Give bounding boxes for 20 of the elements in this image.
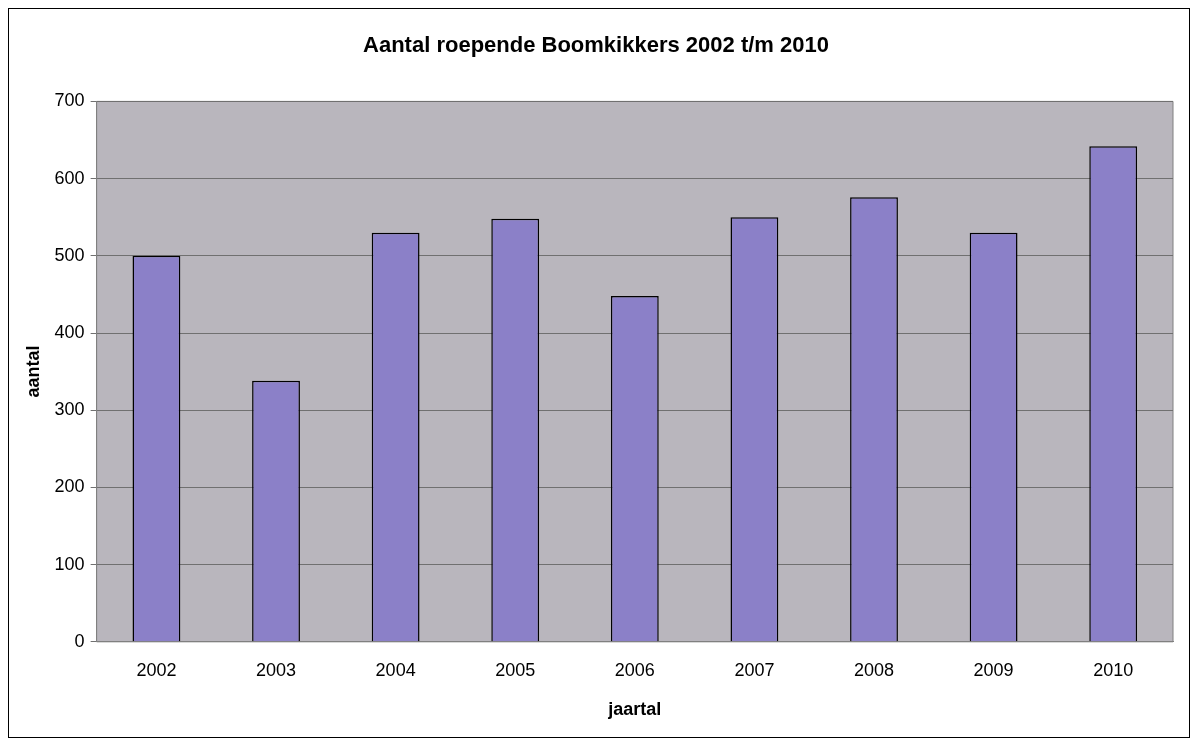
- y-axis-title: aantal: [22, 345, 43, 398]
- x-tick-label: 2004: [375, 659, 416, 680]
- y-tick-label: 200: [54, 476, 85, 497]
- y-tick-label: 700: [54, 90, 85, 111]
- x-tick-label: 2008: [853, 659, 895, 680]
- x-tick-label: 2006: [614, 659, 655, 680]
- y-tick-label: 400: [54, 321, 85, 342]
- x-axis-title: jaartal: [607, 699, 662, 720]
- y-tick-label: 100: [54, 553, 85, 574]
- x-tick-label: 2003: [256, 659, 297, 680]
- x-tick-label: 2007: [734, 659, 775, 680]
- y-tick-label: 500: [54, 244, 85, 265]
- y-tick-label: 300: [54, 399, 85, 420]
- chart-title: Aantal roepende Boomkikkers 2002 t/m 2010: [363, 32, 829, 58]
- x-tick-label: 2010: [1093, 659, 1134, 680]
- x-tick-label: 2002: [136, 659, 177, 680]
- y-tick-label: 600: [54, 167, 85, 188]
- x-tick-label: 2005: [495, 659, 536, 680]
- y-tick-label: 0: [74, 630, 85, 651]
- x-tick-label: 2009: [973, 659, 1014, 680]
